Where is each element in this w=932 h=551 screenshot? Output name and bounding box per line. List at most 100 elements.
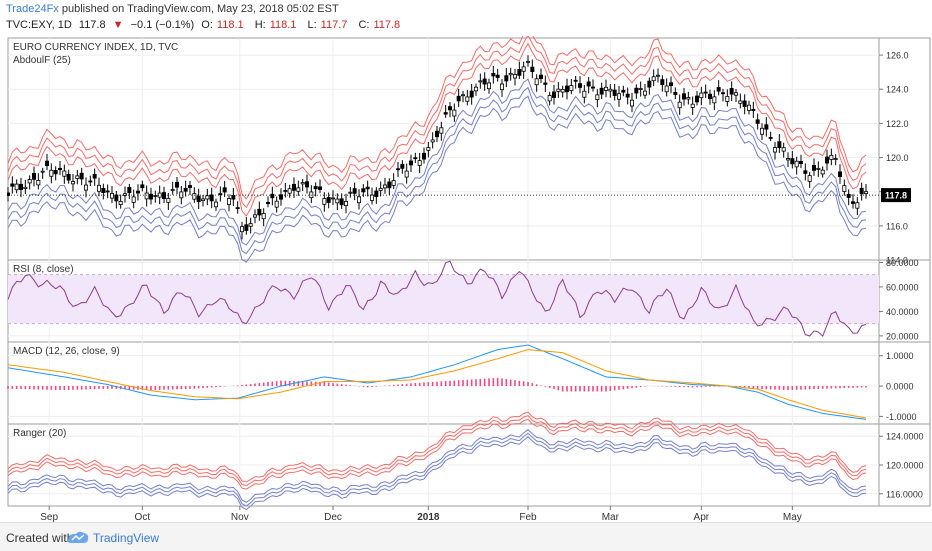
chart-area[interactable]: 126.0124.0122.0120.0118.0116.0114.080.00… [5,25,931,523]
candle-body [599,87,604,95]
candle-body [45,160,50,166]
candle-body [556,88,561,92]
candle-body [859,187,864,195]
close-value: 117.8 [373,19,401,31]
candle-body [669,82,674,87]
candle-body [591,86,596,89]
candle-body [196,195,201,202]
x-axis-tick-label: May [783,512,802,522]
candle-body [218,193,223,196]
candle-body [721,92,726,95]
candle-body [313,186,318,190]
candle-body [747,104,752,111]
candle-body [695,95,700,103]
macd-tick-label: 1.0000 [886,351,914,361]
candle-body [634,87,639,94]
candle-body [660,79,665,85]
chart-svg[interactable]: 126.0124.0122.0120.0118.0116.0114.080.00… [5,25,931,523]
candle-body [343,201,348,207]
candle-body [621,89,626,93]
last-price: 117.8 [78,19,106,31]
candle-body [71,181,76,185]
candle-body [803,170,808,174]
upper-envelope-line [7,25,867,200]
candle-body [539,74,544,79]
candle-body [820,169,825,175]
candle-body [807,175,812,182]
candle-body [512,74,517,79]
candle-body [261,213,266,220]
lower-envelope-line [7,95,867,263]
candle-body [530,66,535,73]
rsi-panel-title: RSI (8, close) [13,264,74,275]
publisher-link[interactable]: Trade24Fx [6,3,59,15]
candle-body [482,78,487,85]
candle-body [27,179,32,184]
footer-bar: Created with TradingView [0,522,932,551]
candle-body [690,103,695,108]
candle-body [526,60,531,63]
candle-body [547,95,552,102]
candle-body [617,93,622,100]
open-label: O: [201,19,213,31]
candle-body [66,174,71,181]
candle-body [647,80,652,88]
last-price-tag-label: 117.8 [885,191,907,201]
candle-body [604,86,609,91]
ranger-panel-title: Ranger (20) [13,428,66,439]
x-axis-tick-label: Apr [694,512,710,522]
candle-body [543,82,548,85]
high-value: 118.1 [269,19,297,31]
candle-body [768,137,773,139]
candle-body [252,214,257,218]
candle-body [699,92,704,99]
candle-body [148,193,153,200]
x-axis-tick-label: 2018 [417,512,440,522]
candle-body [755,119,760,124]
candle-body [274,200,279,208]
candle-body [378,188,383,191]
x-axis-tick-label: Nov [231,512,249,522]
candle-body [382,184,387,189]
candle-body [365,186,370,190]
candle-body [560,88,565,93]
candle-body [586,81,591,87]
tradingview-brand[interactable]: TradingView [93,531,160,545]
ohlc-line: TVC:EXY, 1D 117.8 ▼ −0.1 (−0.1%) O: 118.1… [6,19,408,31]
candle-body [400,163,405,169]
candle-body [777,141,782,148]
rsi-tick-label: 20.0000 [886,331,919,341]
candle-body [200,198,205,202]
candle-body [812,164,817,171]
candle-body [499,83,504,91]
price-tick-label: 122.0 [886,119,909,129]
candle-body [443,112,448,115]
ranger-upper-line [7,418,867,490]
candle-body [53,169,58,175]
ranger-lower-line [7,436,867,511]
candle-body [304,181,309,188]
price-tick-label: 124.0 [886,85,909,95]
candle-body [664,85,669,93]
candle-body [84,184,89,191]
candle-body [456,95,461,102]
rsi-tick-label: 60.0000 [886,282,919,292]
candle-body [144,192,149,200]
candle-body [322,198,327,205]
candle-body [630,99,635,107]
candle-body [569,85,574,92]
candle-body [447,106,452,111]
candle-body [829,154,834,160]
candle-body [330,197,335,200]
candle-body [734,92,739,96]
candle-body [760,127,765,135]
candle-body [643,90,648,96]
candle-body [404,170,409,178]
candle-body [838,171,843,177]
x-axis-tick-label: Sep [40,512,58,522]
candle-body [842,185,847,192]
candle-body [62,170,67,177]
candle-body [361,188,366,193]
candle-body [31,172,36,180]
ranger-lower-line [7,429,867,503]
